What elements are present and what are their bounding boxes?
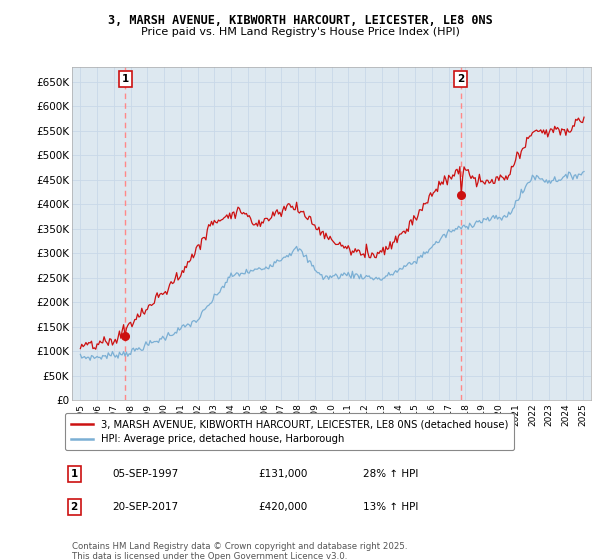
Text: 05-SEP-1997: 05-SEP-1997 bbox=[112, 469, 178, 479]
Text: 20-SEP-2017: 20-SEP-2017 bbox=[112, 502, 178, 512]
Text: 2: 2 bbox=[457, 74, 464, 84]
Text: 2: 2 bbox=[70, 502, 77, 512]
Text: £420,000: £420,000 bbox=[259, 502, 308, 512]
Text: Contains HM Land Registry data © Crown copyright and database right 2025.
This d: Contains HM Land Registry data © Crown c… bbox=[72, 542, 407, 560]
Text: 28% ↑ HPI: 28% ↑ HPI bbox=[363, 469, 418, 479]
Text: 13% ↑ HPI: 13% ↑ HPI bbox=[363, 502, 418, 512]
Text: £131,000: £131,000 bbox=[259, 469, 308, 479]
Text: 3, MARSH AVENUE, KIBWORTH HARCOURT, LEICESTER, LE8 0NS: 3, MARSH AVENUE, KIBWORTH HARCOURT, LEIC… bbox=[107, 14, 493, 27]
Text: 1: 1 bbox=[121, 74, 128, 84]
Legend: 3, MARSH AVENUE, KIBWORTH HARCOURT, LEICESTER, LE8 0NS (detached house), HPI: Av: 3, MARSH AVENUE, KIBWORTH HARCOURT, LEIC… bbox=[65, 413, 514, 450]
Text: Price paid vs. HM Land Registry's House Price Index (HPI): Price paid vs. HM Land Registry's House … bbox=[140, 27, 460, 37]
Text: 1: 1 bbox=[70, 469, 77, 479]
